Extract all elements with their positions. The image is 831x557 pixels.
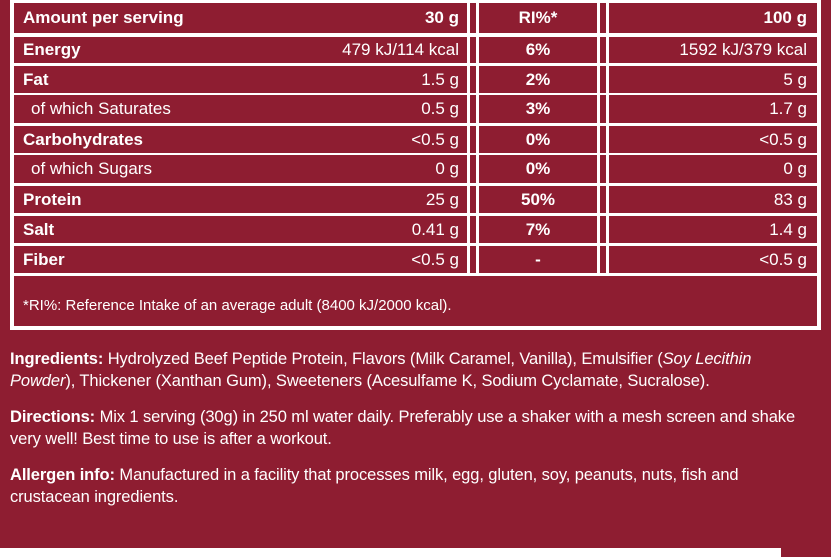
nutrient-label: Fat [23, 69, 49, 89]
column-separator [467, 155, 479, 183]
value-per-100g: 5 g [783, 69, 807, 89]
column-separator [597, 3, 609, 33]
value-per-serving: 479 kJ/114 kcal [342, 40, 459, 59]
value-per-100g: 0 g [783, 159, 807, 178]
table-row-sugars: of which Sugars 0 g 0% 0 g [14, 153, 817, 183]
nutrition-facts-table: Amount per serving 30 g RI%* 100 g Energy… [10, 0, 821, 330]
value-per-100g: <0.5 g [759, 249, 807, 269]
nutrient-label: of which Sugars [31, 159, 152, 178]
table-row-fat: Fat 1.5 g 2% 5 g [14, 63, 817, 93]
value-per-serving: <0.5 g [411, 129, 459, 149]
ri-value: 7% [525, 219, 551, 239]
value-per-100g: 83 g [773, 189, 807, 209]
column-separator [597, 186, 609, 213]
table-row-carbohydrates: Carbohydrates <0.5 g 0% <0.5 g [14, 123, 817, 153]
nutrient-label: Protein [23, 189, 82, 209]
value-per-100g: 1.7 g [769, 99, 807, 118]
column-separator [467, 246, 479, 273]
value-per-serving: 0.5 g [421, 99, 459, 118]
ri-value: 2% [525, 69, 551, 89]
nutrient-label: Salt [23, 219, 55, 239]
value-per-100g: <0.5 g [759, 129, 807, 149]
label-info-section: Ingredients: Hydrolyzed Beef Peptide Pro… [10, 348, 821, 508]
table-row-energy: Energy 479 kJ/114 kcal 6% 1592 kJ/379 kca… [14, 33, 817, 63]
column-separator [597, 155, 609, 183]
ri-value: 0% [525, 159, 551, 178]
table-header-row: Amount per serving 30 g RI%* 100 g [14, 3, 817, 33]
directions-label: Directions: [10, 408, 96, 426]
table-row-saturates: of which Saturates 0.5 g 3% 1.7 g [14, 93, 817, 123]
value-per-serving: 1.5 g [421, 69, 459, 89]
column-separator [597, 216, 609, 243]
value-per-serving: <0.5 g [411, 249, 459, 269]
directions-text: Directions: Mix 1 serving (30g) in 250 m… [10, 408, 796, 448]
column-separator [597, 246, 609, 273]
column-separator [467, 126, 479, 153]
column-separator [597, 126, 609, 153]
header-amount-cell: Amount per serving 30 g [14, 3, 467, 33]
column-separator [597, 95, 609, 123]
ri-value: 6% [525, 40, 551, 59]
column-separator [597, 37, 609, 63]
column-separator [597, 66, 609, 93]
nutrient-label: of which Saturates [31, 99, 171, 118]
column-separator [467, 3, 479, 33]
value-per-serving: 0.41 g [411, 219, 459, 239]
allergen-text: Allergen info: Manufactured in a facilit… [10, 466, 739, 506]
serving-size-header: 30 g [424, 8, 459, 27]
column-separator [467, 216, 479, 243]
ri-value: 50% [520, 189, 556, 209]
ri-header: RI%* [518, 8, 558, 27]
ingredients-label: Ingredients: [10, 350, 104, 368]
value-per-serving: 25 g [425, 189, 459, 209]
ingredients-italic: Soy Lecithin Powder [10, 350, 752, 390]
ingredients-text: Ingredients: Hydrolyzed Beef Peptide Pro… [10, 350, 752, 390]
value-per-100g: 1592 kJ/379 kcal [679, 40, 807, 59]
table-row-fiber: Fiber <0.5 g - <0.5 g [14, 243, 817, 273]
nutrient-label: Carbohydrates [23, 129, 143, 149]
table-row-salt: Salt 0.41 g 7% 1.4 g [14, 213, 817, 243]
column-separator [467, 186, 479, 213]
column-separator [467, 37, 479, 63]
ri-value: 0% [525, 129, 551, 149]
column-separator [467, 66, 479, 93]
bottom-strip [0, 548, 781, 557]
ri-footnote: *RI%: Reference Intake of an average adu… [14, 273, 817, 326]
ri-value: - [535, 249, 541, 269]
nutrient-label: Energy [23, 40, 81, 59]
column-separator [467, 95, 479, 123]
value-per-100g: 1.4 g [769, 219, 807, 239]
allergen-label: Allergen info: [10, 466, 115, 484]
nutrient-label: Fiber [23, 249, 65, 269]
ri-value: 3% [525, 99, 551, 118]
per-100g-header: 100 g [763, 8, 807, 27]
table-row-protein: Protein 25 g 50% 83 g [14, 183, 817, 213]
amount-per-serving-label: Amount per serving [23, 8, 184, 27]
value-per-serving: 0 g [435, 159, 459, 178]
